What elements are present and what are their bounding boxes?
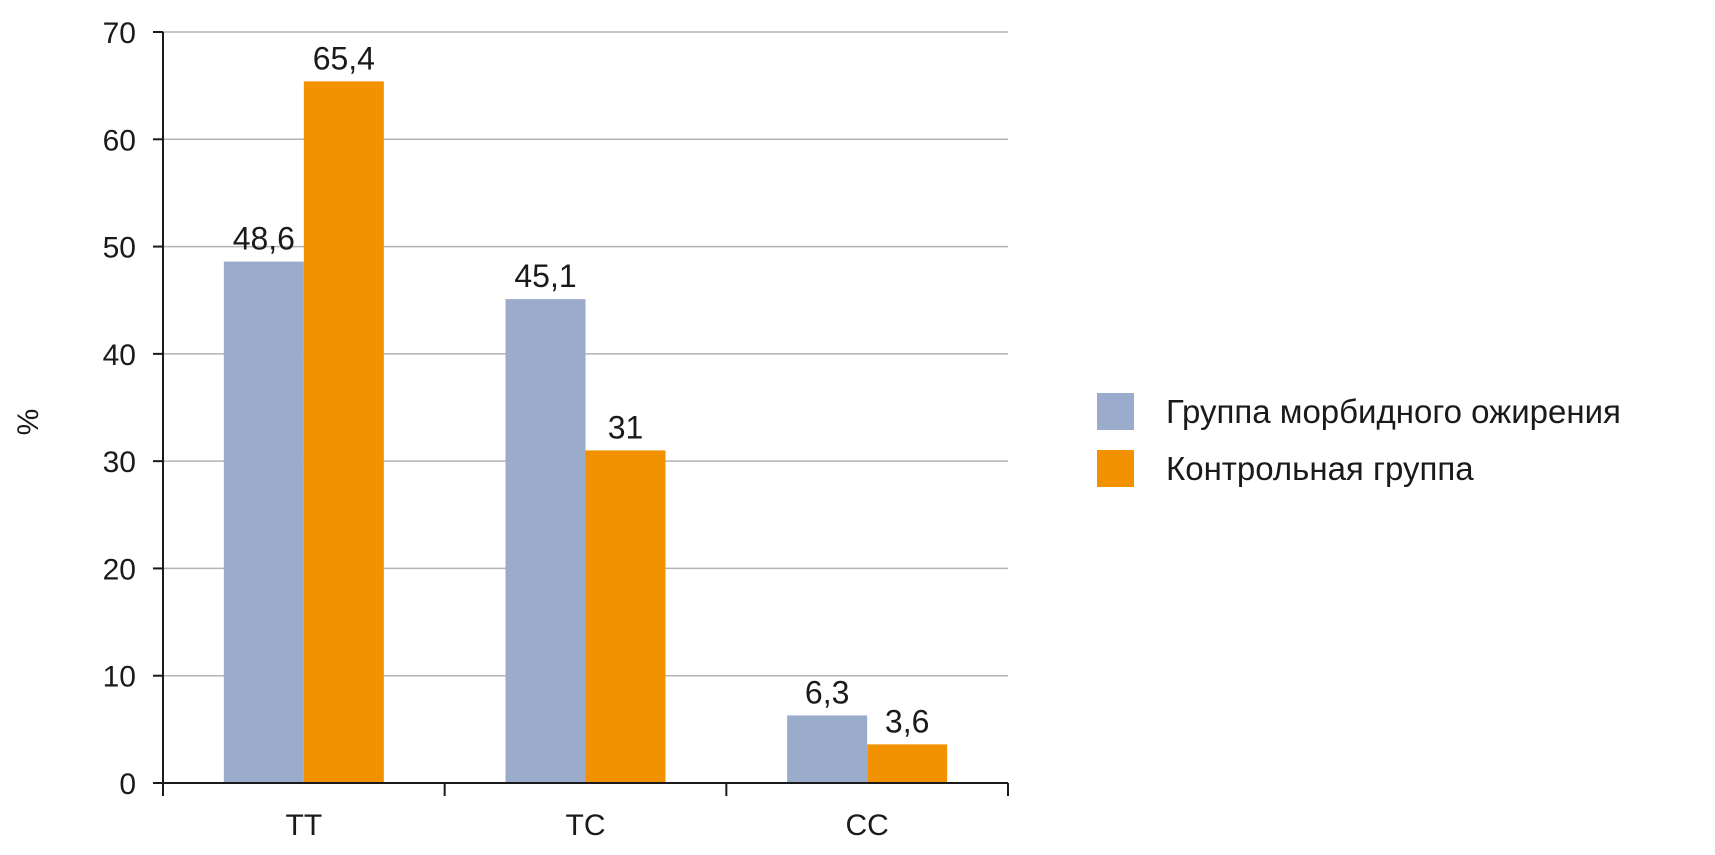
bar-value-label: 3,6 xyxy=(885,703,929,739)
y-tick-label: 50 xyxy=(103,232,136,265)
axes: 0 10 20 30 40 50 60 70 TT TC CC xyxy=(103,17,1009,842)
bar-value-label: 48,6 xyxy=(233,221,295,257)
bar xyxy=(505,299,586,783)
bar xyxy=(787,715,868,783)
legend-label: Контрольная группа xyxy=(1166,450,1474,487)
bar-value-label: 6,3 xyxy=(805,674,849,710)
bar xyxy=(303,81,384,783)
legend-label: Группа морбидного ожирения xyxy=(1166,393,1621,430)
legend-swatch xyxy=(1097,450,1134,487)
bar xyxy=(223,261,304,783)
y-tick-label: 70 xyxy=(103,17,136,50)
y-tick-label: 60 xyxy=(103,124,136,157)
x-tick-label: TT xyxy=(286,809,323,842)
y-axis-title: % xyxy=(12,409,45,436)
y-tick-label: 40 xyxy=(103,339,136,372)
x-tick-label: TC xyxy=(566,809,606,842)
bar xyxy=(585,450,666,783)
legend-swatch xyxy=(1097,393,1134,430)
y-tick-label: 10 xyxy=(103,661,136,694)
bar-value-label: 45,1 xyxy=(514,258,576,294)
x-tick-label: CC xyxy=(845,809,888,842)
y-tick-label: 0 xyxy=(119,768,136,801)
bars xyxy=(223,81,948,783)
bar-value-label: 31 xyxy=(608,409,644,445)
legend: Группа морбидного ожирения Контрольная гр… xyxy=(1097,393,1621,487)
bar-value-label: 65,4 xyxy=(313,40,375,76)
data-labels: 48,6 65,4 45,1 31 6,3 3,6 xyxy=(233,40,930,739)
bar xyxy=(867,744,948,783)
y-tick-label: 30 xyxy=(103,446,136,479)
y-tick-label: 20 xyxy=(103,553,136,586)
